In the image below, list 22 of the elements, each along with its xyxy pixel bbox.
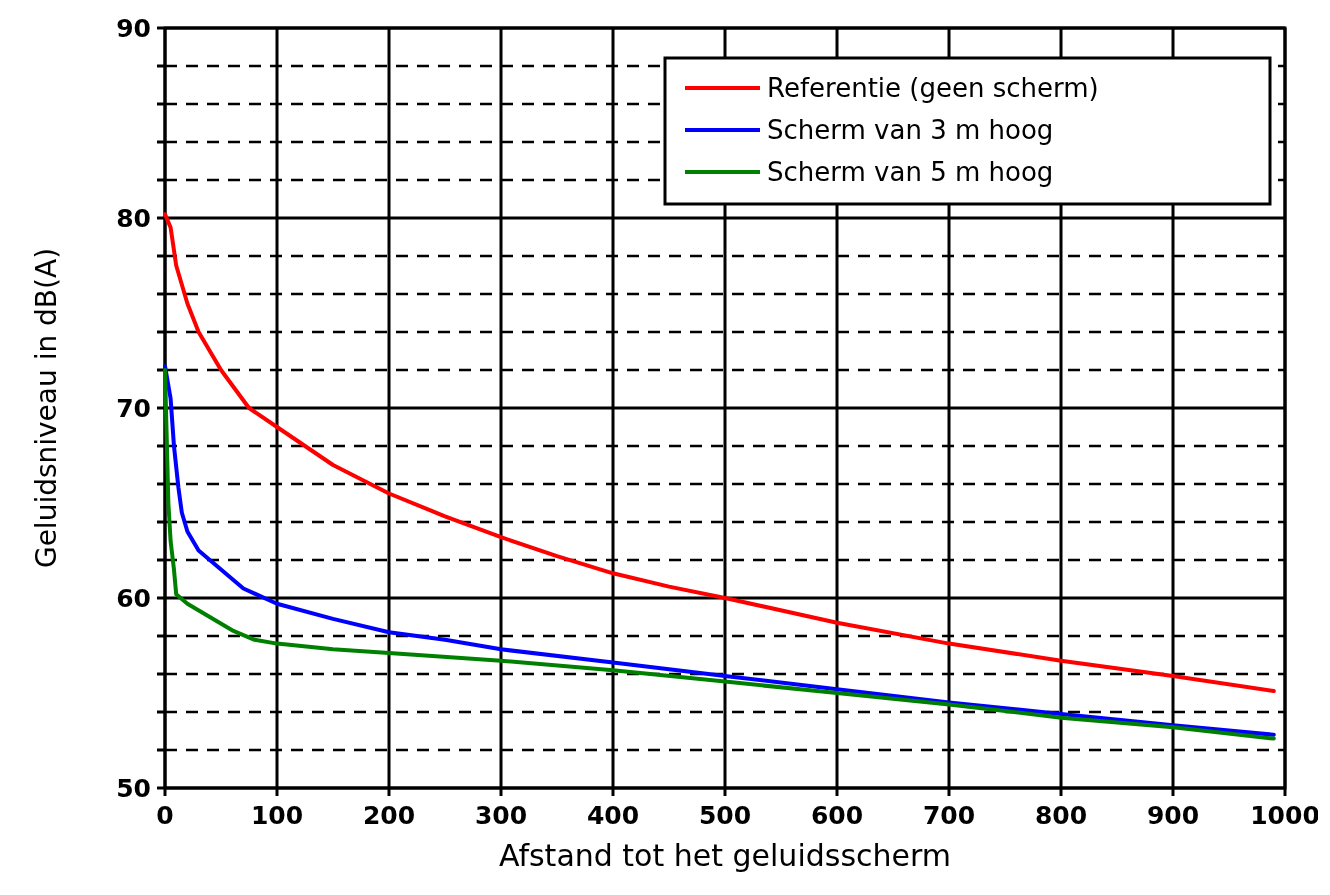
x-tick-label: 500 (698, 801, 752, 830)
x-tick-label: 900 (1146, 801, 1200, 830)
x-tick-label: 600 (810, 801, 864, 830)
x-tick-label: 200 (362, 801, 416, 830)
x-axis-title: Afstand tot het geluidsscherm (498, 838, 952, 873)
x-tick-label: 300 (474, 801, 528, 830)
y-axis-title: Geluidsniveau in dB(A) (30, 247, 63, 569)
x-tick-label: 800 (1034, 801, 1088, 830)
y-tick-label: 50 (116, 774, 151, 803)
x-tick-label: 100 (250, 801, 304, 830)
x-tick-label: 700 (922, 801, 976, 830)
legend-label: Scherm van 5 m hoog (767, 157, 1054, 187)
y-tick-label: 80 (116, 204, 151, 233)
legend-label: Scherm van 3 m hoog (767, 115, 1054, 145)
x-tick-label: 400 (586, 801, 640, 830)
legend-label: Referentie (geen scherm) (767, 73, 1099, 103)
y-tick-label: 60 (116, 584, 151, 613)
x-tick-label: 0 (156, 801, 174, 830)
y-tick-label: 70 (116, 394, 151, 423)
y-tick-label: 90 (116, 14, 151, 43)
x-tick-label: 1000 (1250, 801, 1320, 830)
line-series (163, 212, 1276, 694)
